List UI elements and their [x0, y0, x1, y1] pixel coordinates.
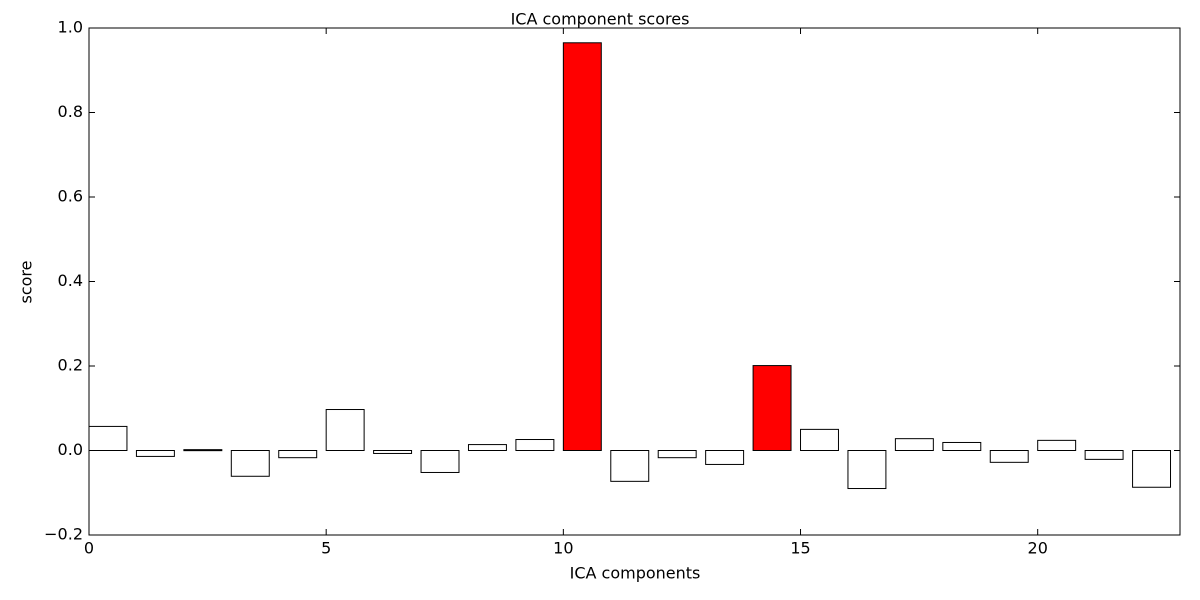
bar	[705, 450, 745, 465]
x-tick-label: 20	[1028, 539, 1048, 558]
y-tick-label: 0.4	[58, 271, 83, 290]
bar	[894, 438, 934, 452]
bar	[325, 409, 365, 451]
x-tick-label: 0	[84, 539, 94, 558]
bar	[942, 441, 982, 452]
bar	[1132, 450, 1172, 488]
bar	[420, 450, 460, 473]
chart-title: ICA component scores	[511, 10, 690, 29]
bar	[1037, 439, 1077, 451]
bar	[562, 42, 602, 451]
bar	[800, 428, 839, 451]
bar	[989, 450, 1029, 463]
y-tick-label: 0.8	[58, 102, 83, 121]
bar	[657, 450, 697, 459]
bar	[515, 439, 555, 452]
bar	[373, 450, 413, 454]
bar	[230, 450, 270, 477]
bar	[1084, 450, 1124, 460]
x-axis-label: ICA components	[570, 564, 701, 583]
x-tick-label: 5	[321, 539, 331, 558]
x-tick-label: 10	[553, 539, 573, 558]
y-tick-label: −0.2	[44, 525, 83, 544]
bar	[752, 365, 792, 452]
y-tick-label: 1.0	[58, 18, 83, 37]
y-tick-label: 0.2	[58, 356, 83, 375]
y-axis-label: score	[17, 261, 36, 304]
bar	[467, 444, 507, 451]
bar	[278, 450, 318, 459]
y-tick-label: 0.0	[58, 440, 83, 459]
x-tick-label: 15	[790, 539, 810, 558]
bar	[183, 449, 223, 452]
bar	[847, 450, 887, 490]
bar	[88, 425, 128, 452]
bar	[135, 450, 175, 457]
bar	[610, 450, 650, 482]
y-tick-label: 0.6	[58, 187, 83, 206]
